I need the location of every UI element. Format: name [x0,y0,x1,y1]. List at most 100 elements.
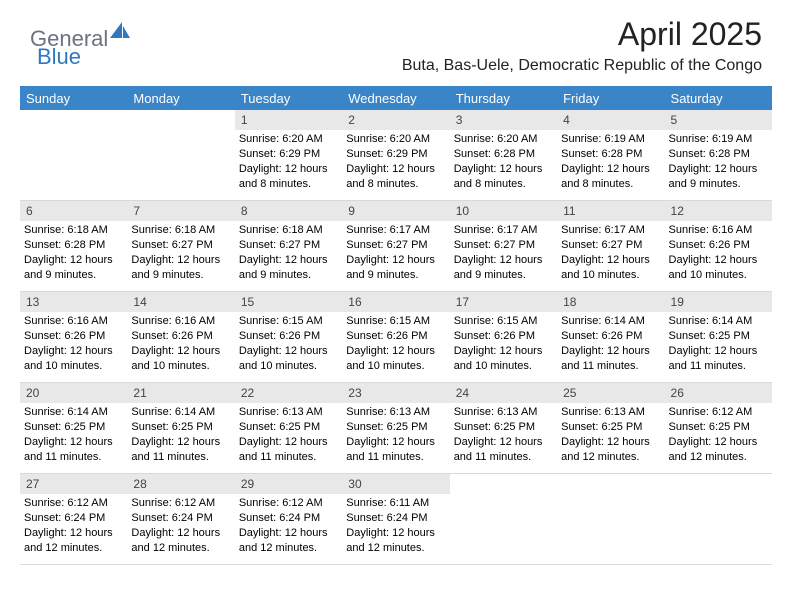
daylight-text: Daylight: 12 hours and 9 minutes. [239,253,338,283]
day-number: 12 [665,201,772,221]
day-number: 4 [557,110,664,130]
daylight-text: Daylight: 12 hours and 10 minutes. [561,253,660,283]
day-cell: 2Sunrise: 6:20 AMSunset: 6:29 PMDaylight… [342,110,449,200]
day-cell: 14Sunrise: 6:16 AMSunset: 6:26 PMDayligh… [127,292,234,382]
day-body: Sunrise: 6:16 AMSunset: 6:26 PMDaylight:… [127,314,234,377]
daylight-text: Daylight: 12 hours and 10 minutes. [239,344,338,374]
daylight-text: Daylight: 12 hours and 12 minutes. [239,526,338,556]
sunset-text: Sunset: 6:26 PM [561,329,660,344]
sunrise-text: Sunrise: 6:12 AM [131,496,230,511]
day-cell: 8 Sunrise: 6:18 AMSunset: 6:27 PMDaylight… [235,201,342,291]
sunrise-text: Sunrise: 6:17 AM [454,223,553,238]
day-cell [665,474,772,564]
sunset-text: Sunset: 6:26 PM [24,329,123,344]
day-number: 8 [235,201,342,221]
day-cell: 29Sunrise: 6:12 AMSunset: 6:24 PMDayligh… [235,474,342,564]
daylight-text: Daylight: 12 hours and 8 minutes. [346,162,445,192]
day-number: 13 [20,292,127,312]
sunrise-text: Sunrise: 6:19 AM [561,132,660,147]
day-cell: 30Sunrise: 6:11 AMSunset: 6:24 PMDayligh… [342,474,449,564]
day-number: 30 [342,474,449,494]
day-body: Sunrise: 6:13 AMSunset: 6:25 PMDaylight:… [557,405,664,468]
sunrise-text: Sunrise: 6:12 AM [24,496,123,511]
day-body: Sunrise: 6:11 AMSunset: 6:24 PMDaylight:… [342,496,449,559]
sunset-text: Sunset: 6:27 PM [239,238,338,253]
sunset-text: Sunset: 6:28 PM [24,238,123,253]
col-tuesday: Tuesday [235,91,342,106]
sunrise-text: Sunrise: 6:17 AM [346,223,445,238]
sunset-text: Sunset: 6:28 PM [561,147,660,162]
day-body: Sunrise: 6:15 AMSunset: 6:26 PMDaylight:… [342,314,449,377]
sunset-text: Sunset: 6:25 PM [669,420,768,435]
sunset-text: Sunset: 6:24 PM [24,511,123,526]
sunset-text: Sunset: 6:26 PM [131,329,230,344]
day-body: Sunrise: 6:17 AMSunset: 6:27 PMDaylight:… [342,223,449,286]
sunrise-text: Sunrise: 6:14 AM [24,405,123,420]
day-body: Sunrise: 6:19 AMSunset: 6:28 PMDaylight:… [665,132,772,195]
day-cell [20,110,127,200]
sunrise-text: Sunrise: 6:18 AM [131,223,230,238]
col-thursday: Thursday [450,91,557,106]
day-body: Sunrise: 6:13 AMSunset: 6:25 PMDaylight:… [450,405,557,468]
daylight-text: Daylight: 12 hours and 9 minutes. [131,253,230,283]
daylight-text: Daylight: 12 hours and 8 minutes. [561,162,660,192]
day-cell: 12Sunrise: 6:16 AMSunset: 6:26 PMDayligh… [665,201,772,291]
daylight-text: Daylight: 12 hours and 11 minutes. [131,435,230,465]
daylight-text: Daylight: 12 hours and 10 minutes. [669,253,768,283]
day-cell: 10Sunrise: 6:17 AMSunset: 6:27 PMDayligh… [450,201,557,291]
day-number: 21 [127,383,234,403]
sunset-text: Sunset: 6:26 PM [239,329,338,344]
day-body: Sunrise: 6:16 AMSunset: 6:26 PMDaylight:… [665,223,772,286]
day-cell: 4 Sunrise: 6:19 AMSunset: 6:28 PMDaylight… [557,110,664,200]
day-number: 11 [557,201,664,221]
daylight-text: Daylight: 12 hours and 8 minutes. [239,162,338,192]
day-number: 9 [342,201,449,221]
day-cell: 25Sunrise: 6:13 AMSunset: 6:25 PMDayligh… [557,383,664,473]
sunset-text: Sunset: 6:25 PM [561,420,660,435]
day-number: 18 [557,292,664,312]
day-body: Sunrise: 6:16 AMSunset: 6:26 PMDaylight:… [20,314,127,377]
week-row: 20Sunrise: 6:14 AMSunset: 6:25 PMDayligh… [20,383,772,474]
sunrise-text: Sunrise: 6:20 AM [454,132,553,147]
day-number: 25 [557,383,664,403]
sunrise-text: Sunrise: 6:11 AM [346,496,445,511]
day-cell: 13Sunrise: 6:16 AMSunset: 6:26 PMDayligh… [20,292,127,382]
daylight-text: Daylight: 12 hours and 11 minutes. [24,435,123,465]
daylight-text: Daylight: 12 hours and 11 minutes. [239,435,338,465]
day-cell: 22Sunrise: 6:13 AMSunset: 6:25 PMDayligh… [235,383,342,473]
sunset-text: Sunset: 6:27 PM [346,238,445,253]
daylight-text: Daylight: 12 hours and 12 minutes. [561,435,660,465]
day-body: Sunrise: 6:12 AMSunset: 6:24 PMDaylight:… [20,496,127,559]
day-cell [557,474,664,564]
sunrise-text: Sunrise: 6:14 AM [131,405,230,420]
sunset-text: Sunset: 6:28 PM [669,147,768,162]
logo-text-blue-wrap: Blue [36,44,81,70]
day-number: 3 [450,110,557,130]
daylight-text: Daylight: 12 hours and 9 minutes. [669,162,768,192]
day-number: 17 [450,292,557,312]
day-number: 14 [127,292,234,312]
sunset-text: Sunset: 6:24 PM [131,511,230,526]
day-cell: 21Sunrise: 6:14 AMSunset: 6:25 PMDayligh… [127,383,234,473]
sunrise-text: Sunrise: 6:18 AM [239,223,338,238]
sunrise-text: Sunrise: 6:13 AM [454,405,553,420]
day-cell: 9Sunrise: 6:17 AMSunset: 6:27 PMDaylight… [342,201,449,291]
sunrise-text: Sunrise: 6:13 AM [239,405,338,420]
col-friday: Friday [557,91,664,106]
day-number: 15 [235,292,342,312]
week-row: 1Sunrise: 6:20 AMSunset: 6:29 PMDaylight… [20,110,772,201]
day-body: Sunrise: 6:14 AMSunset: 6:26 PMDaylight:… [557,314,664,377]
day-body: Sunrise: 6:20 AMSunset: 6:29 PMDaylight:… [342,132,449,195]
day-number: 10 [450,201,557,221]
daylight-text: Daylight: 12 hours and 12 minutes. [669,435,768,465]
sunset-text: Sunset: 6:24 PM [239,511,338,526]
week-row: 27Sunrise: 6:12 AMSunset: 6:24 PMDayligh… [20,474,772,565]
day-cell: 18Sunrise: 6:14 AMSunset: 6:26 PMDayligh… [557,292,664,382]
day-body: Sunrise: 6:14 AMSunset: 6:25 PMDaylight:… [665,314,772,377]
sunset-text: Sunset: 6:27 PM [561,238,660,253]
day-cell: 28Sunrise: 6:12 AMSunset: 6:24 PMDayligh… [127,474,234,564]
daylight-text: Daylight: 12 hours and 10 minutes. [454,344,553,374]
sunrise-text: Sunrise: 6:16 AM [131,314,230,329]
page-header: April 2025 Buta, Bas-Uele, Democratic Re… [402,16,762,75]
col-saturday: Saturday [665,91,772,106]
